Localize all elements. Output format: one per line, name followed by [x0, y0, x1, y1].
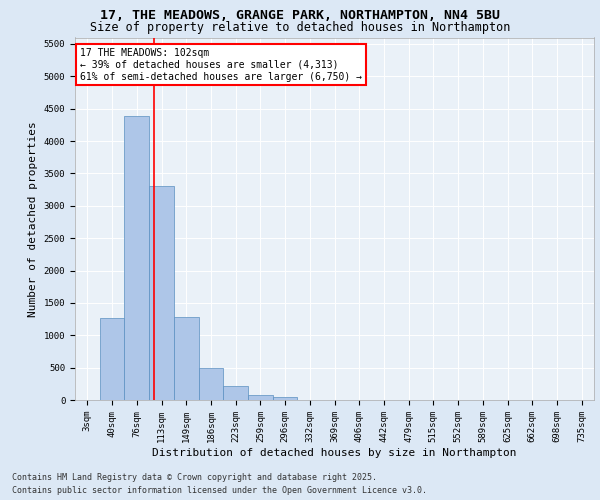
Bar — [248, 395, 273, 400]
X-axis label: Distribution of detached houses by size in Northampton: Distribution of detached houses by size … — [152, 448, 517, 458]
Bar — [223, 386, 248, 400]
Text: 17, THE MEADOWS, GRANGE PARK, NORTHAMPTON, NN4 5BU: 17, THE MEADOWS, GRANGE PARK, NORTHAMPTO… — [100, 9, 500, 22]
Y-axis label: Number of detached properties: Number of detached properties — [28, 121, 38, 316]
Bar — [199, 368, 223, 400]
Text: Contains HM Land Registry data © Crown copyright and database right 2025.: Contains HM Land Registry data © Crown c… — [12, 474, 377, 482]
Bar — [273, 398, 298, 400]
Text: 17 THE MEADOWS: 102sqm
← 39% of detached houses are smaller (4,313)
61% of semi-: 17 THE MEADOWS: 102sqm ← 39% of detached… — [80, 48, 362, 82]
Bar — [174, 317, 199, 400]
Bar — [149, 186, 174, 400]
Text: Size of property relative to detached houses in Northampton: Size of property relative to detached ho… — [90, 21, 510, 34]
Bar — [124, 116, 149, 400]
Bar — [100, 318, 124, 400]
Text: Contains public sector information licensed under the Open Government Licence v3: Contains public sector information licen… — [12, 486, 427, 495]
